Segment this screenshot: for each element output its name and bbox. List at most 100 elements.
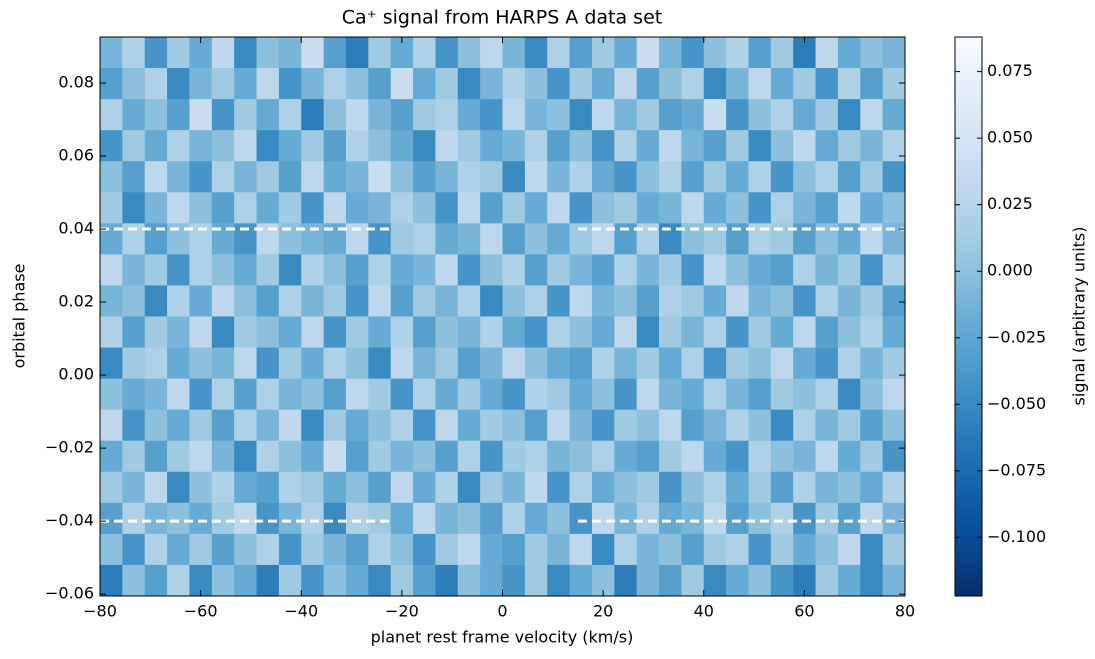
x-tick-label: −80 — [83, 602, 117, 621]
heatmap-cell — [413, 68, 436, 100]
heatmap-cell — [413, 223, 436, 255]
heatmap-cell — [189, 99, 213, 131]
heatmap-cell — [524, 471, 548, 504]
heatmap-cell — [301, 502, 325, 535]
heatmap-cell — [524, 378, 548, 411]
heatmap-cell — [681, 161, 705, 193]
heatmap-cell — [301, 161, 325, 193]
heatmap-cell — [144, 223, 168, 255]
heatmap-cell — [659, 409, 682, 442]
heatmap-cell — [860, 254, 884, 286]
heatmap-cell — [614, 192, 638, 224]
heatmap-cell — [435, 378, 459, 411]
heatmap-cell — [390, 68, 414, 100]
heatmap-cell — [770, 347, 794, 380]
heatmap-cell — [122, 223, 146, 255]
heatmap-cell — [435, 192, 459, 224]
heatmap-cell — [502, 564, 526, 597]
heatmap-cell — [234, 347, 258, 380]
heatmap-cell — [793, 316, 817, 349]
heatmap-cell — [368, 347, 392, 380]
heatmap-cell — [681, 502, 705, 535]
heatmap-cell — [659, 378, 682, 411]
heatmap-cell — [345, 316, 369, 349]
heatmap-cell — [681, 254, 705, 286]
heatmap-cell — [301, 223, 325, 255]
heatmap-cell — [591, 564, 615, 597]
heatmap-cell — [323, 130, 347, 162]
heatmap-cell — [770, 533, 794, 566]
heatmap-cell — [882, 161, 906, 193]
heatmap-cell — [591, 440, 615, 473]
heatmap-cell — [882, 316, 906, 349]
colorbar-tick-label: 0.075 — [987, 61, 1033, 80]
heatmap-cell — [815, 68, 839, 100]
heatmap-cell — [368, 130, 392, 162]
heatmap-cell — [100, 285, 123, 317]
heatmap-cell — [122, 130, 146, 162]
heatmap-cell — [659, 37, 682, 69]
heatmap-cell — [211, 502, 235, 535]
heatmap-cell — [793, 37, 817, 69]
heatmap-cell — [211, 68, 235, 100]
heatmap-cell — [345, 130, 369, 162]
heatmap-cell — [301, 347, 325, 380]
heatmap-cell — [480, 378, 503, 411]
colorbar-tick-label: 0.000 — [987, 261, 1033, 280]
heatmap-cell — [591, 161, 615, 193]
heatmap-cell — [457, 409, 481, 442]
heatmap-cell — [167, 130, 190, 162]
heatmap-cell — [726, 161, 749, 193]
heatmap-cell — [681, 440, 705, 473]
y-tick-label: 0.00 — [58, 365, 94, 384]
heatmap-cell — [167, 37, 190, 69]
heatmap-cell — [569, 254, 593, 286]
heatmap-cell — [882, 285, 906, 317]
heatmap-cell — [480, 533, 503, 566]
heatmap-cell — [234, 130, 258, 162]
heatmap-cell — [144, 130, 168, 162]
heatmap-cell — [256, 130, 280, 162]
heatmap-cell — [368, 471, 392, 504]
heatmap-cell — [502, 68, 526, 100]
heatmap-cell — [502, 378, 526, 411]
heatmap-cell — [815, 409, 839, 442]
heatmap-cell — [144, 68, 168, 100]
heatmap-cell — [524, 533, 548, 566]
heatmap-cell — [837, 533, 861, 566]
heatmap-cell — [278, 347, 302, 380]
heatmap-cell — [770, 161, 794, 193]
heatmap-cell — [144, 502, 168, 535]
heatmap-cell — [614, 316, 638, 349]
heatmap-cell — [547, 161, 571, 193]
heatmap-cell — [502, 409, 526, 442]
heatmap-cell — [860, 223, 884, 255]
heatmap-cell — [726, 37, 749, 69]
heatmap-cell — [793, 564, 817, 597]
heatmap-cell — [390, 99, 414, 131]
heatmap-cell — [524, 37, 548, 69]
heatmap-cell — [524, 564, 548, 597]
heatmap-cell — [480, 502, 503, 535]
heatmap-cell — [502, 99, 526, 131]
heatmap-cell — [390, 440, 414, 473]
heatmap-cell — [234, 223, 258, 255]
heatmap-cell — [390, 223, 414, 255]
chart-title: Ca⁺ signal from HARPS A data set — [342, 7, 662, 29]
heatmap-cell — [547, 347, 571, 380]
heatmap-cell — [614, 285, 638, 317]
heatmap-cell — [748, 471, 772, 504]
heatmap-cell — [614, 99, 638, 131]
heatmap-cell — [591, 378, 615, 411]
heatmap-cell — [860, 564, 884, 597]
heatmap-cell — [144, 285, 168, 317]
heatmap-cell — [547, 440, 571, 473]
heatmap-cell — [569, 130, 593, 162]
heatmap-cell — [703, 533, 727, 566]
heatmap-cell — [301, 254, 325, 286]
heatmap-cell — [703, 68, 727, 100]
heatmap-cell — [211, 440, 235, 473]
heatmap-cell — [569, 471, 593, 504]
heatmap-cell — [234, 471, 258, 504]
heatmap-cell — [122, 347, 146, 380]
